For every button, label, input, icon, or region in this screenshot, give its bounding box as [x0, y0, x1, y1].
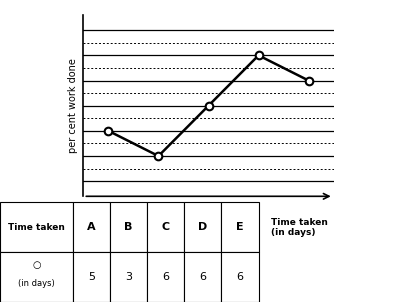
Text: Time taken
(in days): Time taken (in days)	[271, 217, 328, 237]
Y-axis label: per cent work done: per cent work done	[68, 58, 78, 153]
Text: 6: 6	[199, 272, 206, 282]
Text: 6: 6	[162, 272, 169, 282]
Text: E: E	[236, 222, 244, 232]
Text: D: D	[198, 222, 208, 232]
Text: 6: 6	[236, 272, 244, 282]
Text: B: B	[124, 222, 133, 232]
Text: C: C	[162, 222, 170, 232]
Text: (in days): (in days)	[18, 279, 55, 288]
Text: 3: 3	[125, 272, 132, 282]
Text: Time taken: Time taken	[8, 223, 65, 232]
Text: ○: ○	[32, 260, 41, 270]
Text: A: A	[87, 222, 96, 232]
Text: 5: 5	[88, 272, 95, 282]
